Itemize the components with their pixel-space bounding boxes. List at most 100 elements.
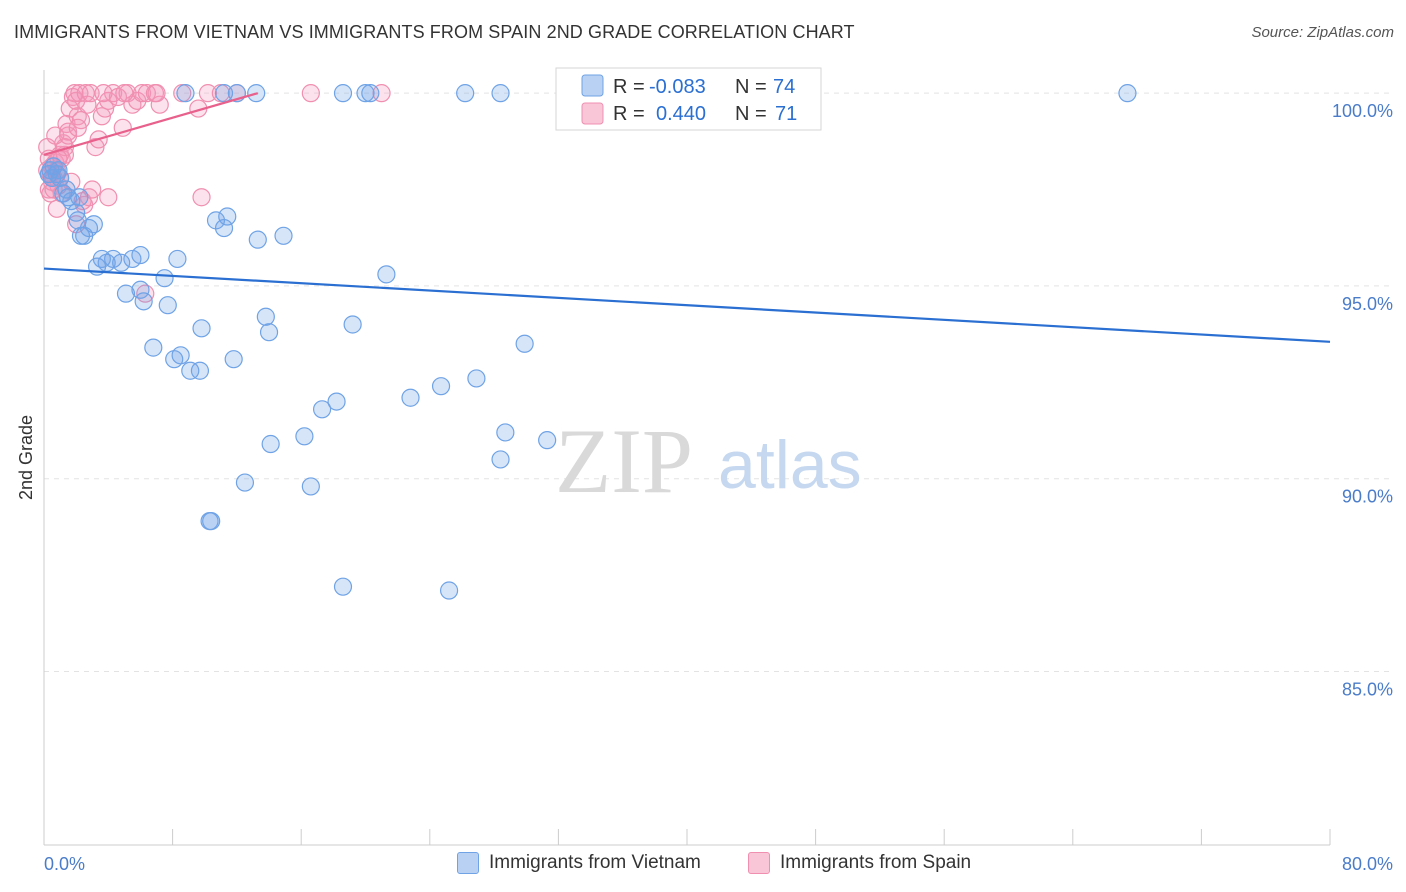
vietnam-point [356, 84, 375, 103]
vietnam-point [491, 84, 510, 103]
spain-point [46, 126, 65, 145]
vietnam-point [259, 323, 279, 342]
vietnam-trend-line [43, 267, 1331, 343]
y-tick-label: 100.0% [1332, 101, 1393, 121]
x-tick-labels: 0.0% 80.0% [44, 854, 1393, 874]
bottom-legend-swatch-spain [748, 852, 770, 874]
vietnam-point [327, 392, 346, 411]
legend-swatch-spain [581, 102, 604, 125]
vietnam-point [274, 226, 293, 245]
spain-trend-line [43, 92, 259, 156]
vietnam-point [1118, 84, 1137, 103]
vietnam-point [312, 400, 332, 419]
vietnam-point [491, 450, 510, 469]
spain-point [99, 188, 118, 207]
vietnam-point [214, 84, 234, 103]
vietnam-point [301, 477, 320, 496]
vietnam-point [361, 84, 380, 103]
vietnam-point [84, 215, 103, 234]
vietnam-point [235, 473, 255, 492]
axes [43, 70, 1331, 846]
vietnam-point [116, 284, 136, 303]
vietnam-point [261, 434, 280, 454]
spain-point [147, 84, 166, 103]
watermark-atlas: atlas [718, 427, 862, 503]
vietnam-point [50, 168, 70, 188]
gridlines [44, 92, 1393, 672]
vietnam-point [190, 361, 210, 380]
vietnam-point [165, 350, 184, 369]
vietnam-point [41, 161, 60, 180]
legend-n-spain: 71 [775, 103, 797, 125]
vietnam-point [496, 423, 515, 442]
spain-point [68, 118, 87, 137]
vietnam-points [39, 84, 1137, 600]
legend-r-vietnam: -0.083 [649, 76, 706, 98]
bottom-legend-label-vietnam: Immigrants from Vietnam [489, 852, 701, 873]
vietnam-point [439, 581, 459, 600]
vietnam-point [295, 427, 314, 446]
vietnam-point [155, 269, 174, 288]
vietnam-point [57, 180, 76, 199]
vietnam-point [158, 296, 177, 315]
y-tick-labels: 85.0% 90.0% 95.0% 100.0% [1332, 101, 1393, 699]
legend-r-label-vietnam: R = [613, 76, 645, 98]
source-label: Source: ZipAtlas.com [1251, 24, 1394, 41]
legend: R = -0.083 N = 74 R = 0.440 N = 71 [555, 67, 822, 131]
vietnam-point [224, 350, 243, 369]
vietnam-point [431, 377, 451, 396]
vietnam-point [131, 280, 150, 299]
x-tick-label-min: 0.0% [44, 854, 85, 874]
x-tick-label-max: 80.0% [1342, 854, 1393, 874]
vietnam-point [256, 307, 275, 326]
vietnam-point [467, 369, 486, 388]
chart-title: IMMIGRANTS FROM VIETNAM VS IMMIGRANTS FR… [14, 22, 855, 42]
spain-point [76, 84, 95, 103]
vietnam-point [377, 265, 396, 284]
spain-point [115, 84, 134, 103]
vietnam-point [401, 388, 420, 407]
vietnam-point [181, 361, 200, 380]
vietnam-point [134, 292, 153, 311]
vietnam-point [248, 230, 267, 249]
bottom-legend-swatch-vietnam [457, 852, 479, 874]
vietnam-point [206, 211, 226, 230]
vietnam-point [168, 249, 187, 269]
bottom-legend-spain[interactable]: Immigrants from Spain [748, 852, 971, 874]
vietnam-point [333, 577, 353, 596]
legend-r-label-spain: R = [613, 103, 645, 125]
bottom-legend-vietnam[interactable]: Immigrants from Vietnam [457, 852, 701, 874]
vietnam-point [333, 84, 353, 103]
spain-point [198, 84, 218, 103]
bottom-legend-label-spain: Immigrants from Spain [780, 852, 972, 873]
y-tick-label: 85.0% [1342, 679, 1393, 699]
spain-point [81, 84, 100, 103]
vietnam-point [67, 203, 86, 222]
spain-point [192, 188, 211, 207]
trend-lines [43, 92, 1331, 343]
y-tick-label: 90.0% [1342, 487, 1393, 507]
spain-point [78, 95, 97, 114]
vietnam-point [456, 84, 475, 103]
watermark-zip: ZIP [555, 410, 693, 512]
spain-point [113, 118, 132, 137]
legend-n-label-spain: N = [735, 103, 767, 125]
watermark: ZIP atlas [555, 410, 862, 512]
vietnam-point [112, 253, 131, 272]
vietnam-point [538, 431, 557, 450]
legend-n-vietnam: 74 [773, 76, 795, 98]
legend-swatch-vietnam [581, 74, 604, 97]
vietnam-point [343, 315, 362, 334]
spain-point [301, 84, 320, 103]
spain-point [150, 95, 169, 114]
vietnam-point [144, 338, 163, 357]
legend-r-spain: 0.440 [656, 103, 706, 125]
vietnam-point [192, 319, 211, 338]
spain-point [132, 84, 152, 103]
vietnam-point [200, 512, 219, 531]
vietnam-point [131, 245, 150, 265]
vietnam-point [176, 84, 195, 103]
legend-n-label-vietnam: N = [735, 76, 767, 98]
vietnam-point [218, 207, 237, 226]
